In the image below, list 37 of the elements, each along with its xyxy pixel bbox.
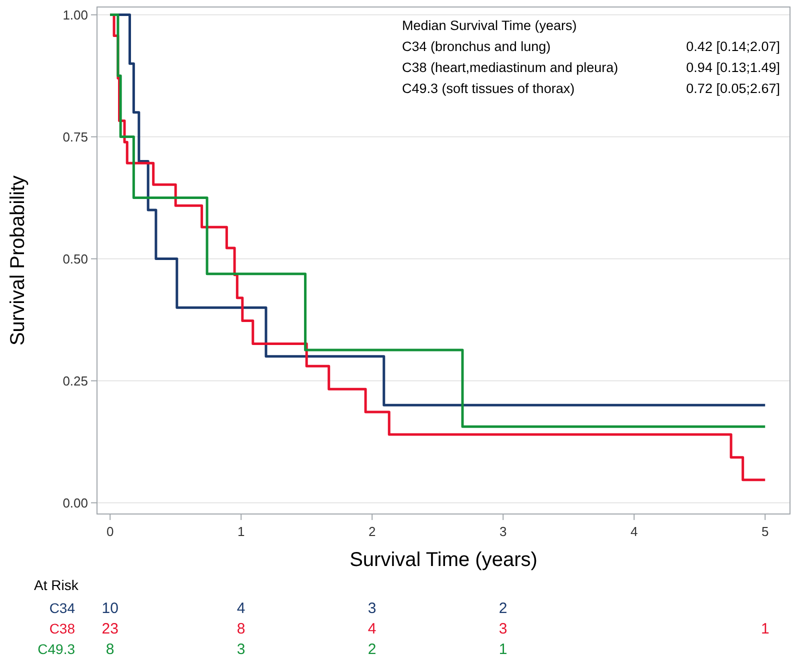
text: 3 [368,600,376,617]
x-tick-label: 2 [368,524,376,539]
text: 4 [368,620,376,638]
y-tick-label: 0.50 [62,251,88,266]
text: 8 [106,641,114,658]
y-tick-label: 1.00 [62,7,88,22]
text: 4 [236,600,246,617]
y-tick-label: 0.25 [62,373,88,388]
annotation: C34 (bronchus and lung) [402,39,551,54]
text: 1 [760,620,770,638]
y-tick-label: 0.00 [62,495,88,510]
x-tick-label: 3 [499,524,507,539]
y-tick-label: 0.75 [62,129,88,144]
text: 2 [368,641,376,658]
x-axis-title: Survival Time (years) [350,549,538,571]
text: 3 [498,620,508,638]
text: At Risk [34,577,80,593]
text: C34 [49,600,76,616]
text: 2 [498,600,508,617]
annotation: C38 (heart,mediastinum and pleura) [402,60,618,75]
x-tick-label: 5 [761,524,769,539]
text: 1 [498,641,508,658]
annotation: C49.3 (soft tissues of thorax) [402,81,575,96]
annotation: 0.94 [0.13;1.49] [686,60,780,75]
x-tick-label: 0 [106,524,114,539]
text: 10 [102,600,118,617]
x-tick-label: 4 [630,524,638,539]
annotation: 0.72 [0.05;2.67] [686,81,780,96]
text: C49.3 [38,641,76,657]
text: 8 [236,620,246,638]
x-tick-label: 1 [237,524,245,539]
text: 23 [102,620,118,638]
annotation: 0.42 [0.14;2.07] [686,39,780,54]
text: C38 [49,620,76,636]
legend-title: Median Survival Time (years) [402,18,577,33]
text: 3 [236,641,246,658]
y-axis-title: Survival Probability [7,175,29,346]
